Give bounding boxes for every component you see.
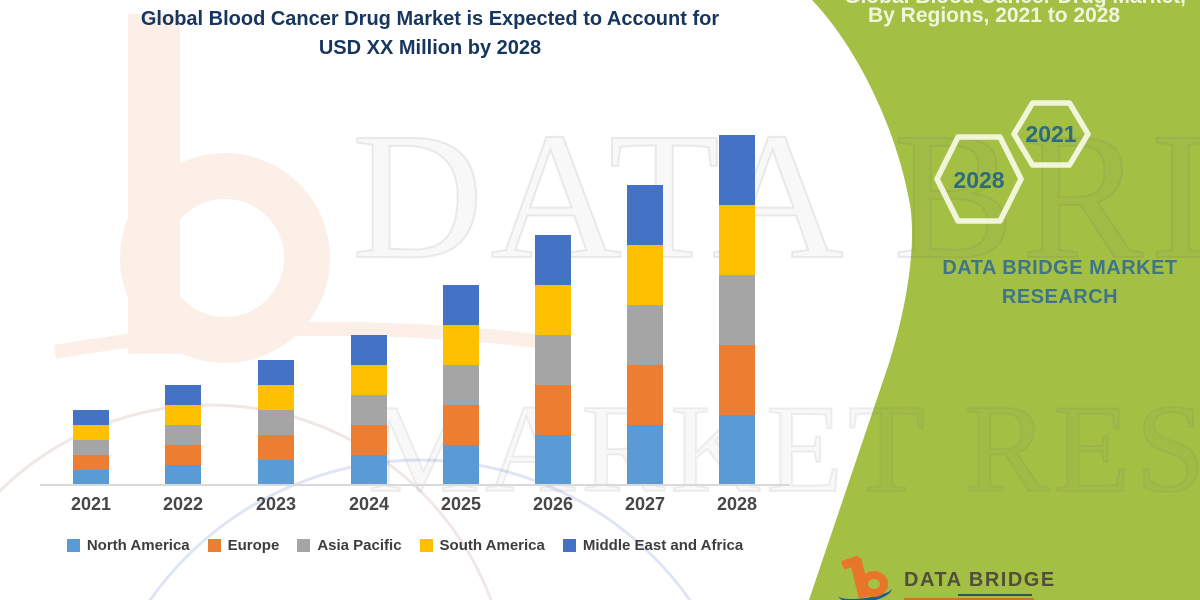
bar-segment-europe	[258, 435, 294, 460]
bar-segment-middle-east-and-africa	[73, 410, 109, 425]
bar-segment-asia-pacific	[351, 395, 387, 425]
legend-marker-icon	[66, 539, 80, 552]
tick-label-2022: 2022	[162, 494, 204, 514]
plot-area	[0, 100, 800, 485]
bar-2023	[258, 360, 294, 485]
legend-item-europe: Europe	[207, 537, 280, 554]
panel-subtitle: By Regions, 2021 to 2028	[868, 4, 1121, 27]
bar-segment-europe	[719, 345, 755, 415]
bar-segment-north-america	[73, 470, 109, 485]
legend-label: Europe	[227, 537, 280, 554]
legend-label: South America	[439, 537, 545, 554]
bar-segment-asia-pacific	[258, 410, 294, 435]
legend-marker-icon	[297, 539, 311, 552]
bar-2022	[165, 385, 201, 485]
hexagon-2028-label: 2028	[953, 167, 1004, 193]
brand-line1: DATA BRIDGE MARKET	[942, 257, 1178, 279]
hexagon-2021-outline	[1011, 100, 1091, 168]
logo-clipped-second-line	[904, 598, 1034, 600]
chart-legend: North America Europe Asia Pacific South Ame…	[0, 537, 810, 554]
tick-label-2026: 2026	[532, 494, 574, 514]
tick-label-2025: 2025	[440, 494, 482, 514]
bar-2028	[719, 135, 755, 485]
clipped-title-line: Global Blood Cancer Drug Market,	[844, 0, 1186, 9]
tick-label-2024: 2024	[348, 494, 390, 514]
tick-label-2028: 2028	[716, 494, 758, 514]
bar-segment-north-america	[351, 455, 387, 485]
bar-segment-middle-east-and-africa	[443, 285, 479, 325]
bar-2025	[443, 285, 479, 485]
bar-segment-south-america	[719, 205, 755, 275]
hexagon-2028-outline	[934, 134, 1024, 224]
bar-segment-europe	[535, 385, 571, 435]
data-bridge-logo: DATA BRIDGE	[836, 555, 1088, 600]
bar-segment-europe	[351, 425, 387, 455]
bar-segment-north-america	[443, 445, 479, 485]
bar-segment-asia-pacific	[443, 365, 479, 405]
bar-segment-north-america	[627, 425, 663, 485]
bar-segment-north-america	[258, 460, 294, 485]
bar-segment-north-america	[165, 465, 201, 485]
bar-segment-asia-pacific	[535, 335, 571, 385]
legend-marker-icon	[419, 539, 433, 552]
brand-name: DATA BRIDGE MARKET RESEARCH	[930, 254, 1190, 312]
bar-segment-middle-east-and-africa	[535, 235, 571, 285]
bar-segment-asia-pacific	[719, 275, 755, 345]
chart-title-line1: Global Blood Cancer Drug Market is Expec…	[140, 8, 720, 30]
bar-segment-middle-east-and-africa	[258, 360, 294, 385]
bar-segment-south-america	[627, 245, 663, 305]
legend-label: North America	[86, 537, 190, 554]
legend-label: Asia Pacific	[317, 537, 402, 554]
bar-2026	[535, 235, 571, 485]
logo-underline	[958, 594, 1032, 596]
x-axis-line	[40, 484, 790, 486]
bar-segment-south-america	[443, 325, 479, 365]
bar-2024	[351, 335, 387, 485]
bar-segment-north-america	[535, 435, 571, 485]
bar-segment-europe	[165, 445, 201, 465]
x-axis-tick-labels: 2021 2022 2023 2024 2025 2026 2027 2028	[0, 494, 800, 520]
bar-segment-asia-pacific	[627, 305, 663, 365]
year-hexagons: 2021 2028	[934, 100, 1091, 224]
legend-marker-icon	[207, 539, 221, 552]
bar-segment-asia-pacific	[73, 440, 109, 455]
logo-text: DATA BRIDGE	[904, 569, 1056, 591]
tick-label-2021: 2021	[70, 494, 112, 514]
bar-segment-north-america	[719, 415, 755, 485]
tick-label-2023: 2023	[255, 494, 297, 514]
bar-segment-middle-east-and-africa	[165, 385, 201, 405]
bar-segment-south-america	[351, 365, 387, 395]
bar-segment-europe	[627, 365, 663, 425]
bar-segment-south-america	[73, 425, 109, 440]
legend-item-north-america: North America	[66, 537, 190, 554]
bar-segment-europe	[443, 405, 479, 445]
bar-segment-europe	[73, 455, 109, 470]
bar-segment-south-america	[165, 405, 201, 425]
bar-segment-middle-east-and-africa	[351, 335, 387, 365]
side-panel-content: Global Blood Cancer Drug Market, By Regi…	[780, 0, 1200, 600]
legend-marker-icon	[562, 539, 576, 552]
logo-b-bowl-icon	[860, 571, 888, 597]
bar-segment-middle-east-and-africa	[719, 135, 755, 205]
chart-title-line2: USD XX Million by 2028	[318, 37, 542, 59]
chart-title: Global Blood Cancer Drug Market is Expec…	[20, 5, 840, 63]
brand-line2: RESEARCH	[1001, 286, 1119, 308]
legend-item-south-america: South America	[419, 537, 545, 554]
bar-2027	[627, 185, 663, 485]
bar-segment-asia-pacific	[165, 425, 201, 445]
bar-segment-south-america	[535, 285, 571, 335]
bar-segment-south-america	[258, 385, 294, 410]
legend-item-middle-east-and-africa: Middle East and Africa	[562, 537, 744, 554]
legend-label: Middle East and Africa	[582, 537, 744, 554]
bar-segment-middle-east-and-africa	[627, 185, 663, 245]
hexagon-2021-label: 2021	[1025, 121, 1076, 147]
legend-item-asia-pacific: Asia Pacific	[297, 537, 402, 554]
tick-label-2027: 2027	[624, 494, 666, 514]
bar-2021	[73, 410, 109, 485]
